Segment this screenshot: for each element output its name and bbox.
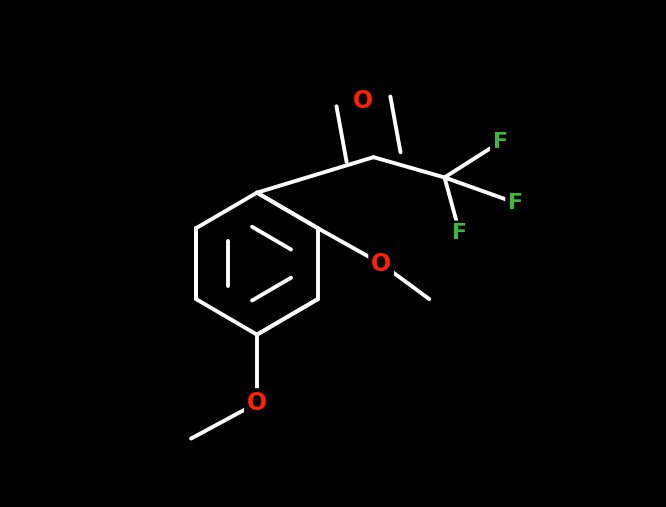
Text: F: F xyxy=(493,132,508,152)
Text: O: O xyxy=(354,89,374,114)
Text: O: O xyxy=(371,251,391,276)
Text: O: O xyxy=(247,391,267,415)
Text: F: F xyxy=(508,193,523,213)
Text: F: F xyxy=(452,223,468,243)
